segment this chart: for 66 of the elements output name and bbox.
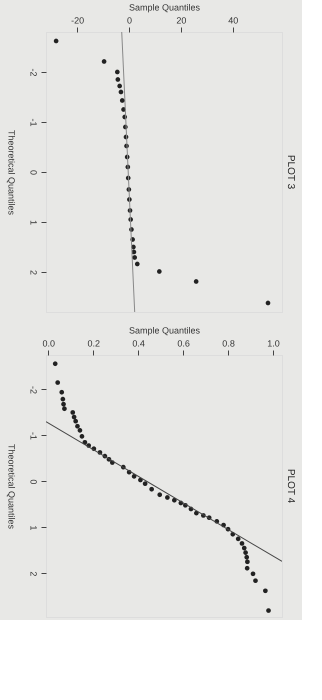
text: PLOT 3: [285, 154, 296, 190]
x-tick-label: 0.0: [42, 338, 56, 348]
point: [240, 541, 244, 546]
point: [245, 560, 250, 564]
x-axis-title: Sample Quantiles: [128, 326, 201, 336]
point: [55, 380, 60, 385]
point: [73, 418, 78, 424]
y-tick-label: 0: [28, 170, 38, 176]
point: [236, 536, 241, 542]
y-tick-label: 0: [28, 479, 38, 484]
point: [70, 410, 76, 415]
point: [59, 390, 64, 395]
point: [263, 588, 268, 594]
point: [134, 262, 140, 266]
point: [60, 396, 66, 402]
point: [62, 406, 67, 412]
point: [54, 38, 58, 44]
point: [114, 70, 120, 74]
x-tick-label: 0: [126, 16, 132, 26]
point: [52, 361, 58, 366]
point: [266, 608, 271, 613]
y-tick-label: -1: [28, 432, 38, 440]
point: [244, 566, 250, 571]
point: [115, 77, 120, 82]
point: [253, 578, 258, 584]
point: [132, 255, 138, 260]
point: [80, 434, 84, 439]
point: [118, 90, 124, 94]
point: [75, 424, 80, 429]
point: [142, 481, 148, 486]
point: [242, 546, 247, 550]
point: [120, 98, 125, 103]
y-tick-label: 2: [28, 571, 38, 576]
point: [149, 486, 154, 492]
x-tick-label: 0.2: [87, 338, 100, 348]
point: [102, 59, 106, 64]
point: [243, 550, 248, 555]
point: [266, 300, 270, 306]
y-tick-label: 1: [28, 220, 38, 226]
x-tick-label: 0.4: [132, 338, 145, 348]
point: [157, 492, 162, 498]
x-tick-label: 0.8: [222, 338, 235, 348]
x-tick-label: 20: [176, 16, 186, 26]
x-axis-title: Sample Quantiles: [128, 2, 201, 12]
text: PLOT 4: [285, 468, 296, 504]
y-tick-label: 2: [28, 270, 38, 276]
y-tick-label: -1: [28, 118, 38, 127]
point: [78, 428, 82, 433]
x-tick-label: 1.0: [267, 338, 280, 348]
x-tick-label: 40: [228, 16, 238, 26]
point: [156, 269, 162, 274]
point: [250, 571, 256, 576]
point: [72, 414, 76, 420]
point: [61, 402, 66, 407]
x-tick-label: -20: [71, 16, 84, 26]
y-tick-label: 1: [28, 525, 38, 530]
y-tick-label: -2: [28, 386, 38, 394]
y-axis-title: Theoretical Quantiles: [6, 130, 16, 216]
point: [117, 84, 122, 88]
y-tick-label: -2: [28, 68, 38, 77]
point: [172, 498, 177, 503]
point: [244, 554, 250, 560]
point: [165, 495, 170, 500]
point: [194, 279, 199, 284]
x-tick-label: 0.6: [177, 338, 190, 348]
y-axis-title: Theoretical Quantiles: [6, 444, 16, 530]
